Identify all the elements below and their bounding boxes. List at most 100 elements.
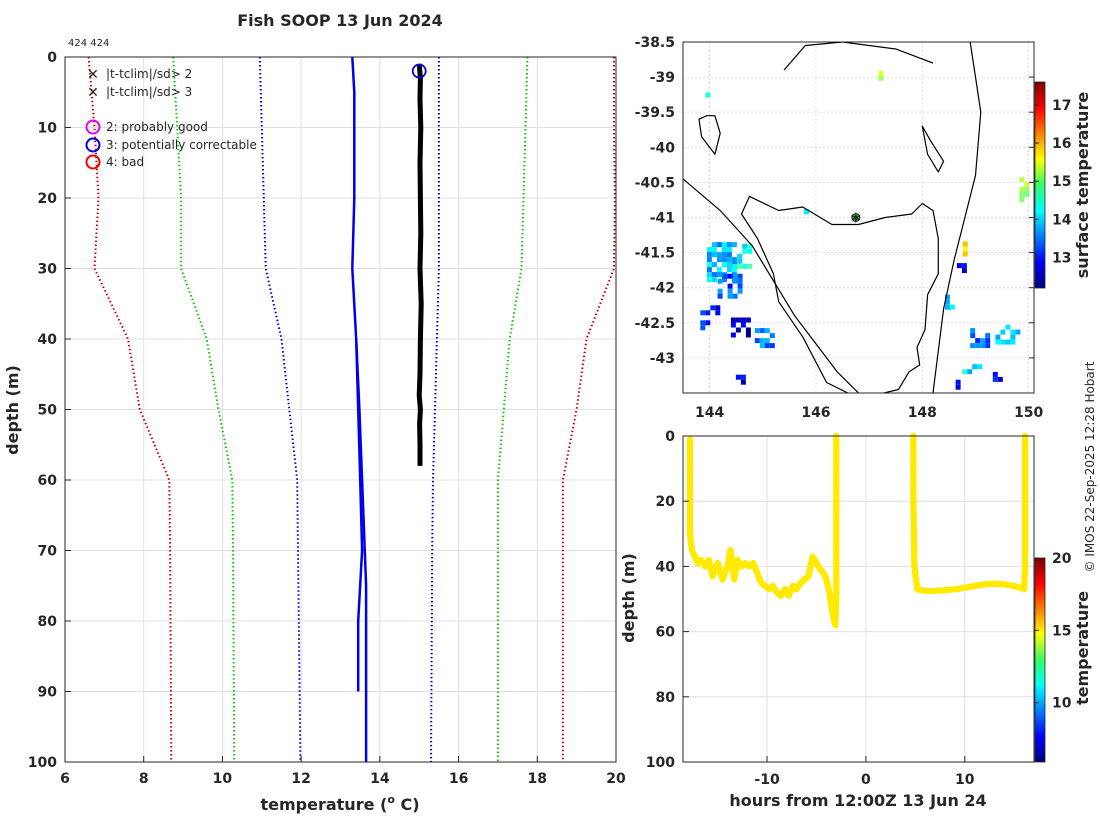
map-ytick-label: -40.5 [635, 175, 675, 191]
map-sst-cell [735, 327, 741, 333]
ts-points [686, 432, 1029, 629]
ts-xlabel: hours from 12:00Z 13 Jun 24 [729, 791, 986, 810]
profile-ytick-label: 40 [38, 332, 58, 348]
map-sst-cell [754, 328, 760, 334]
map-sst-cell [955, 384, 961, 390]
map-sst-cell [732, 278, 738, 284]
map-ytick-label: -42.5 [635, 316, 675, 332]
map-sst-cell [726, 247, 732, 253]
map-sst-cell [726, 242, 732, 248]
map-xtick-label: 148 [908, 405, 937, 421]
map-sst-cell [1010, 339, 1016, 345]
map-sst-cell [764, 338, 770, 344]
map-sst-patches [700, 70, 1030, 390]
map-sst-cell [705, 320, 711, 326]
map-cb-tick-label: 14 [1052, 212, 1072, 228]
map-sst-cell [710, 305, 716, 311]
map-sst-cell [716, 272, 722, 278]
map-sst-cell [711, 277, 717, 283]
map-sst-cell [1005, 339, 1011, 345]
profile-ytick-label: 0 [47, 50, 57, 66]
map-sst-cell [711, 242, 717, 248]
profile-xtick-label: 6 [60, 771, 70, 787]
profile-xlabel: temperature (o C) [260, 793, 419, 814]
map-sst-cell [759, 338, 765, 344]
map-sst-cell [985, 338, 991, 344]
map-sst-cell [759, 343, 765, 349]
profile-flag-marker [411, 63, 427, 79]
map-sst-cell [721, 277, 727, 283]
map-sst-cell [747, 263, 753, 269]
map-sst-cell [711, 247, 717, 253]
ts-ytick-label: 100 [646, 755, 675, 771]
map-sst-cell [742, 248, 748, 254]
ts-colorbar-ticks: 10 15 20 [1035, 551, 1072, 712]
profile-xlabel-sup: o [387, 793, 395, 806]
map-sst-cell [737, 263, 743, 269]
legend-circle-blue-icon [85, 137, 101, 153]
map-sst-cell [745, 332, 751, 338]
profile-lines [87, 56, 616, 763]
profile-xtick-label: 10 [213, 771, 233, 787]
map-panel: ✶ 144 146 148 150 -38.5-39-39.5-40-40.5-41-… [635, 35, 1092, 421]
map-sst-cell [1019, 177, 1025, 183]
map-sst-cell [706, 262, 712, 268]
map-sst-cell [962, 369, 968, 375]
map-sst-cell [730, 332, 736, 338]
map-sst-cell [1019, 197, 1025, 203]
map-sst-cell [759, 328, 765, 334]
profile-x-ticks: 6 8 10 12 14 16 18 20 [60, 756, 626, 787]
timeseries-panel: -10 0 10 0 20 40 60 80 100 hours from 12:00Z 13… [619, 429, 1092, 810]
map-sst-cell [967, 369, 973, 375]
map-sst-cell [715, 305, 721, 311]
map-sst-cell [949, 304, 955, 310]
map-sst-cell [992, 371, 998, 377]
legend-circle-red-icon [85, 154, 101, 170]
profile-ytick-label: 70 [38, 544, 58, 560]
legend-item-flag2: 2: probably good [85, 119, 208, 135]
profile-series-3 [430, 57, 440, 763]
map-ytick-label: -39.5 [635, 105, 675, 121]
profile-xtick-label: 8 [139, 771, 149, 787]
profile-title: Fish SOOP 13 Jun 2024 [237, 11, 443, 30]
map-coastlines [683, 42, 982, 393]
ts-ytick-label: 20 [656, 494, 676, 510]
map-sst-cell [737, 288, 743, 294]
map-xtick-label: 144 [695, 405, 724, 421]
ts-ytick-label: 80 [656, 690, 676, 706]
map-cb-tick-label: 16 [1052, 136, 1071, 152]
ts-y-ticks: 0 20 40 60 80 100 [646, 429, 689, 771]
map-sst-cell [1024, 187, 1030, 193]
map-sst-cell [745, 327, 751, 333]
profile-ytick-label: 30 [38, 262, 58, 278]
map-sst-cell [962, 246, 968, 252]
map-sst-cell [705, 92, 711, 98]
map-sst-cell [970, 343, 976, 349]
map-sst-cell [737, 273, 743, 279]
ts-cb-tick-label: 15 [1052, 623, 1071, 639]
ts-ytick-label: 0 [665, 429, 675, 445]
map-sst-cell [944, 294, 950, 300]
profile-series-7 [354, 338, 368, 762]
map-ytick-label: -40 [650, 140, 676, 156]
map-sst-cell [711, 272, 717, 278]
legend-x-green-icon: ✕ [87, 67, 99, 83]
map-sst-cell [717, 288, 723, 294]
profile-ylabel: depth (m) [3, 365, 22, 455]
map-sst-cell [726, 257, 732, 263]
map-sst-cell [730, 322, 736, 328]
map-sst-cell [700, 310, 706, 316]
map-colorbar-ticks: 13 14 15 16 17 [1035, 98, 1072, 266]
map-sst-cell [726, 267, 732, 273]
map-contour-1 [932, 42, 982, 393]
map-coast-0 [740, 195, 939, 393]
map-sst-cell [878, 70, 884, 76]
profile-ytick-label: 10 [38, 121, 58, 137]
map-sst-cell [962, 251, 968, 257]
ts-ytick-label: 60 [656, 625, 676, 641]
ts-xtick-label: 0 [861, 772, 871, 788]
map-sst-cell [1019, 187, 1025, 193]
map-sst-cell [995, 334, 1001, 340]
map-sst-cell [1010, 334, 1016, 340]
ts-colorbar [1034, 557, 1046, 763]
